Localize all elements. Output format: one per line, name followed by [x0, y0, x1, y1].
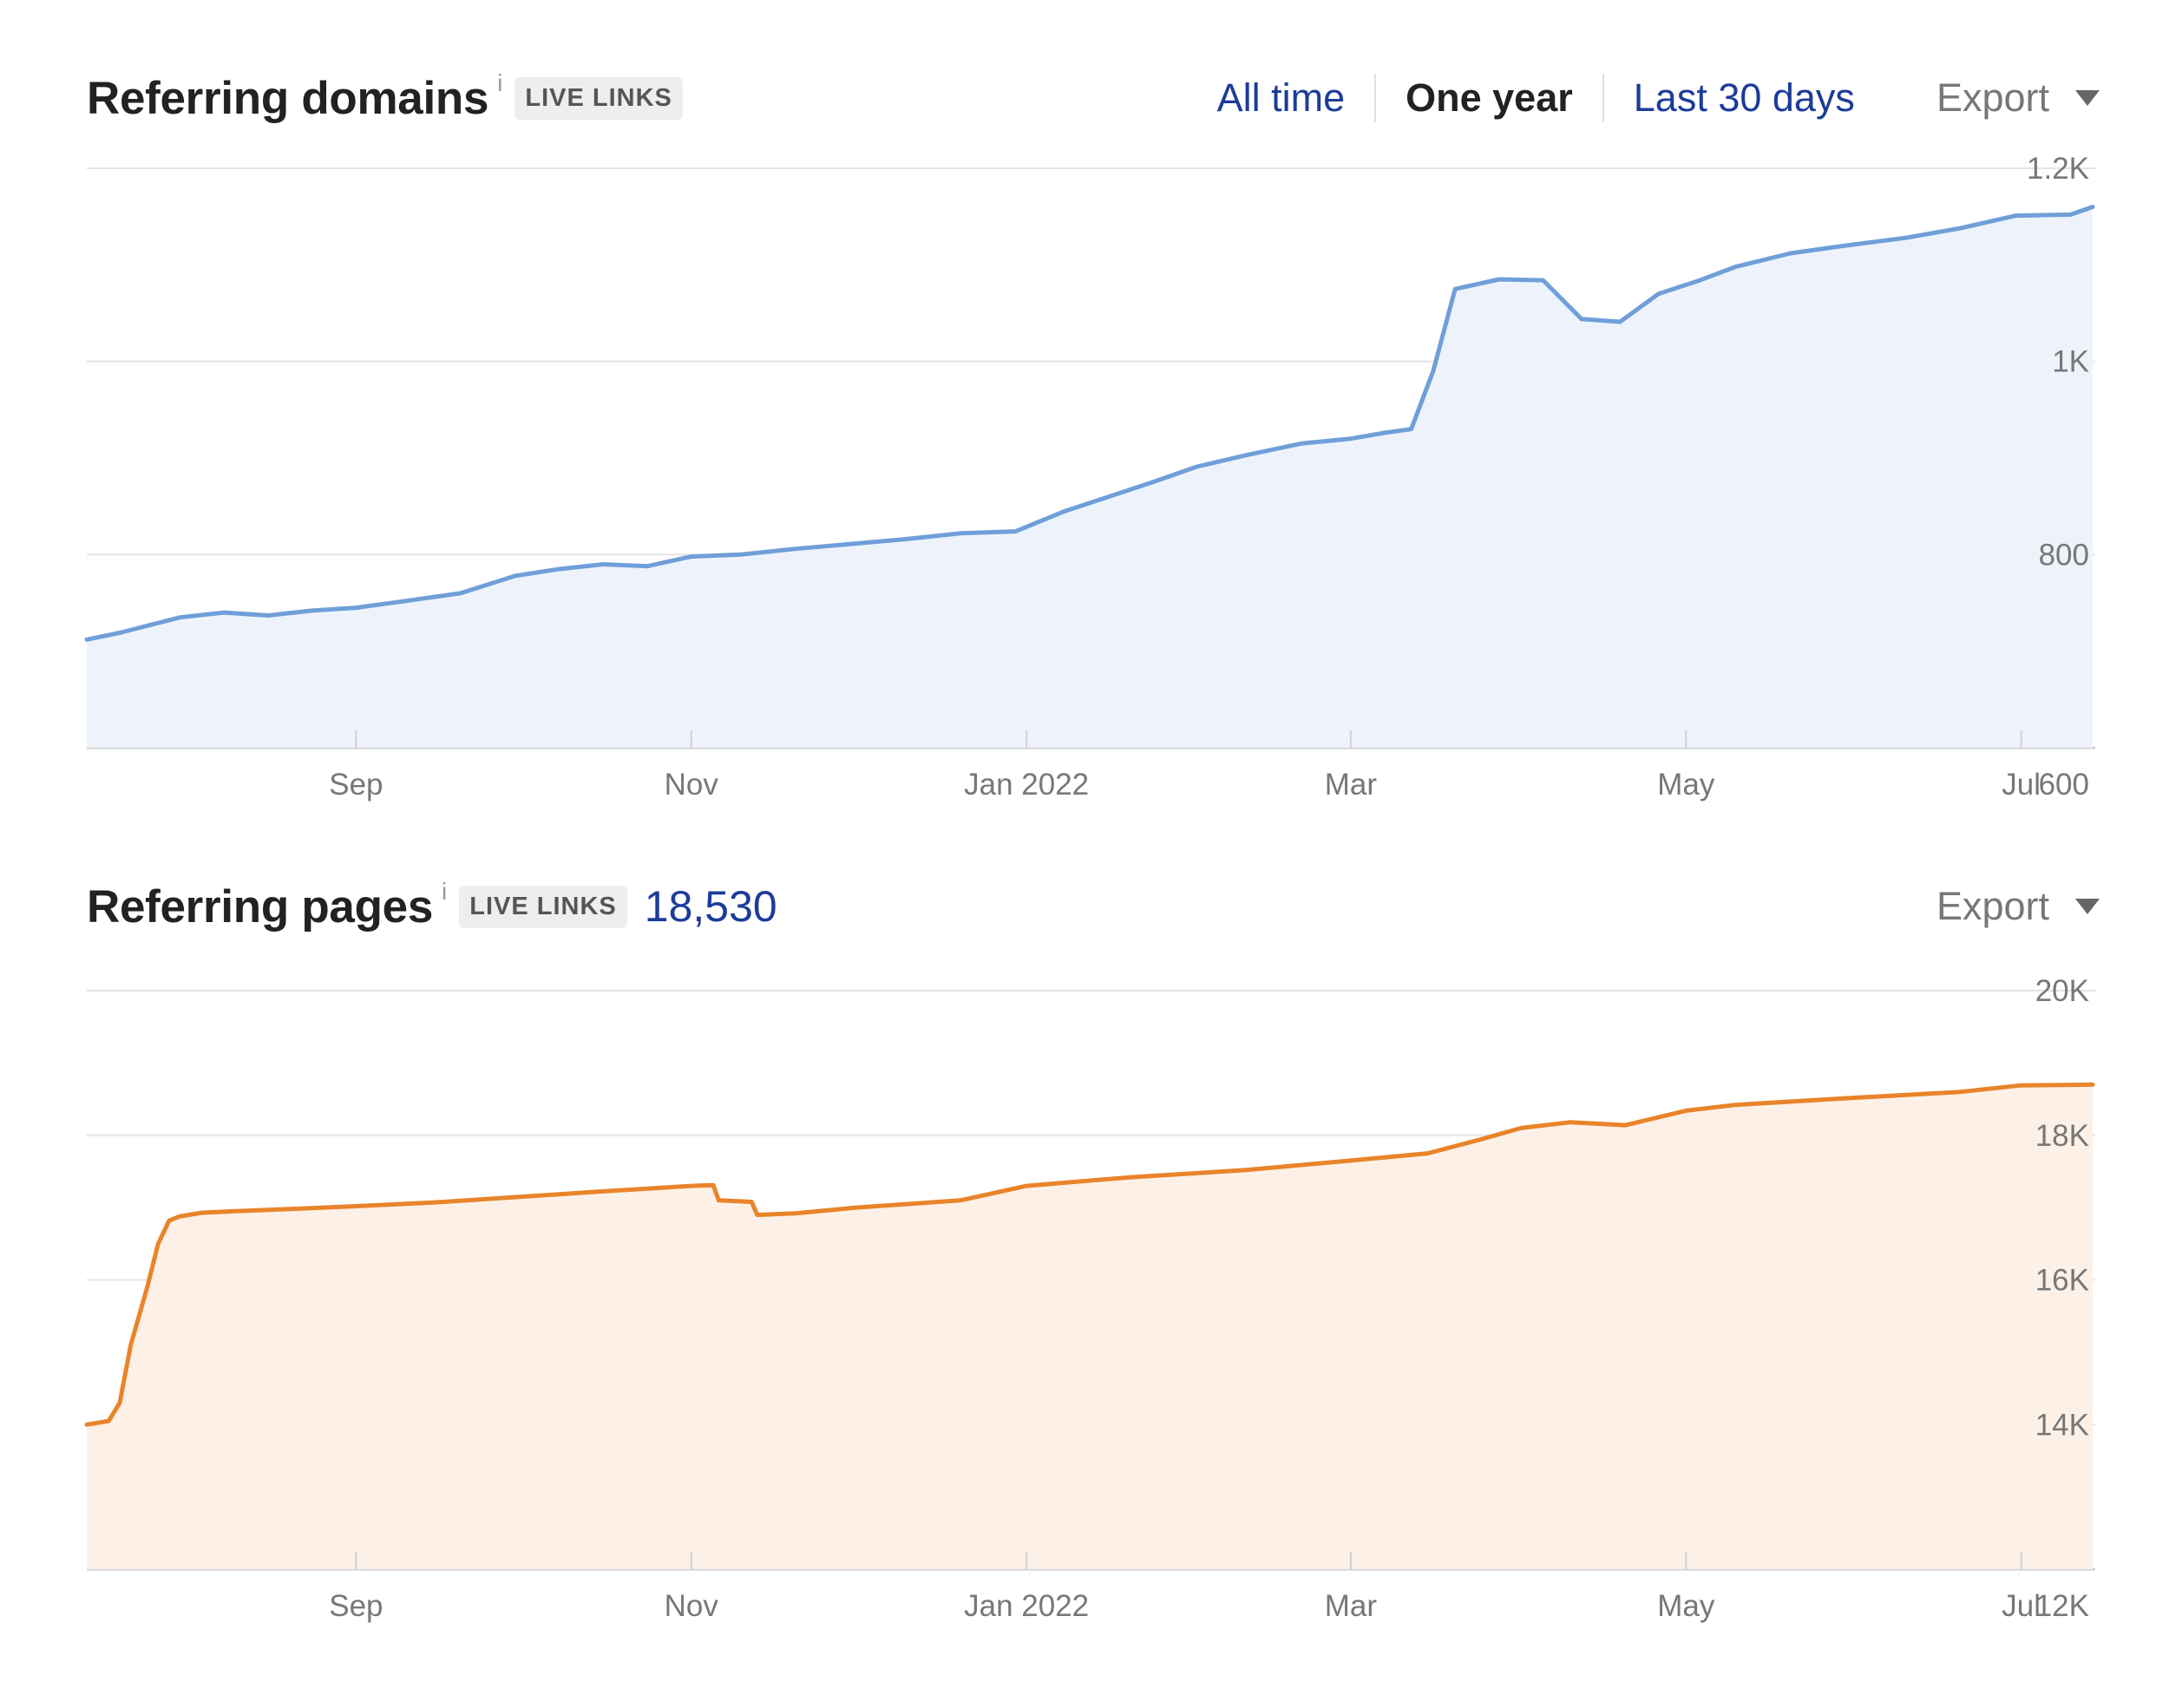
x-tick-label: Mar — [1325, 1589, 1378, 1623]
referring-pages-count: 18,530 — [644, 882, 777, 931]
pages-line — [84, 1082, 2095, 1427]
y-tick-label: 18K — [2035, 1119, 2089, 1153]
x-tick-label: Jan 2022 — [964, 1589, 1089, 1623]
range-divider — [1374, 74, 1377, 122]
referring-domains-chart: 600 800 1K 1.2K Sep Nov Jan 2022 Mar May Jul — [84, 152, 2095, 802]
x-tick-label: Jul — [2002, 768, 2041, 802]
x-tick-label: Jan 2022 — [964, 768, 1089, 802]
caret-down-icon — [2075, 90, 2100, 106]
y-tick-label: 20K — [2035, 974, 2089, 1008]
domains-line — [84, 205, 2095, 642]
range-all-time-button[interactable]: All time — [1216, 75, 1346, 120]
domains-header: Referring domains i LIVE LINKS — [87, 68, 683, 128]
pages-export-button[interactable]: Export — [1936, 884, 2117, 929]
y-tick-label: 1.2K — [2027, 152, 2089, 186]
range-last-30-days-button[interactable]: Last 30 days — [1633, 75, 1855, 120]
caret-down-icon — [2075, 899, 2100, 914]
x-tick-label: Jul — [2002, 1589, 2041, 1623]
pages-controls: Export — [1884, 876, 2117, 937]
info-icon[interactable]: i — [442, 878, 448, 905]
pages-title: Referring pages — [87, 880, 434, 933]
live-links-badge: LIVE LINKS — [459, 885, 627, 928]
y-tick-label: 14K — [2035, 1408, 2089, 1442]
x-tick-label: Mar — [1325, 768, 1378, 802]
x-tick-label: Nov — [665, 768, 719, 802]
y-tick-label: 600 — [2039, 768, 2089, 802]
referring-pages-panel: Referring pages i LIVE LINKS 18,530 Expo… — [0, 833, 2169, 1665]
live-links-badge: LIVE LINKS — [514, 76, 683, 120]
x-tick-label: Sep — [329, 768, 383, 802]
y-tick-label: 1K — [2052, 345, 2089, 379]
domains-area — [87, 206, 2093, 748]
x-tick-label: Sep — [329, 1589, 383, 1623]
y-tick-label: 800 — [2039, 538, 2089, 572]
range-one-year-button[interactable]: One year — [1406, 75, 1573, 120]
range-divider — [1602, 74, 1604, 122]
export-label: Export — [1936, 884, 2049, 928]
pages-area — [87, 1084, 2093, 1569]
x-tick-label: Nov — [665, 1589, 719, 1623]
domains-export-button[interactable]: Export — [1936, 75, 2117, 121]
x-tick-label: May — [1657, 768, 1715, 802]
export-label: Export — [1936, 75, 2049, 120]
x-tick-label: May — [1657, 1589, 1715, 1623]
referring-pages-chart: 12K 14K 16K 18K 20K Sep Nov Jan 2022 Mar May Jul — [84, 974, 2095, 1623]
domains-controls: All time One year Last 30 days Export — [1188, 68, 2117, 128]
domains-title: Referring domains — [87, 72, 489, 124]
info-icon[interactable]: i — [497, 69, 503, 96]
pages-header: Referring pages i LIVE LINKS 18,530 — [87, 876, 777, 937]
y-tick-label: 16K — [2035, 1264, 2089, 1298]
referring-domains-panel: Referring domains i LIVE LINKS All time … — [0, 0, 2169, 833]
y-tick-label: 12K — [2035, 1589, 2089, 1623]
